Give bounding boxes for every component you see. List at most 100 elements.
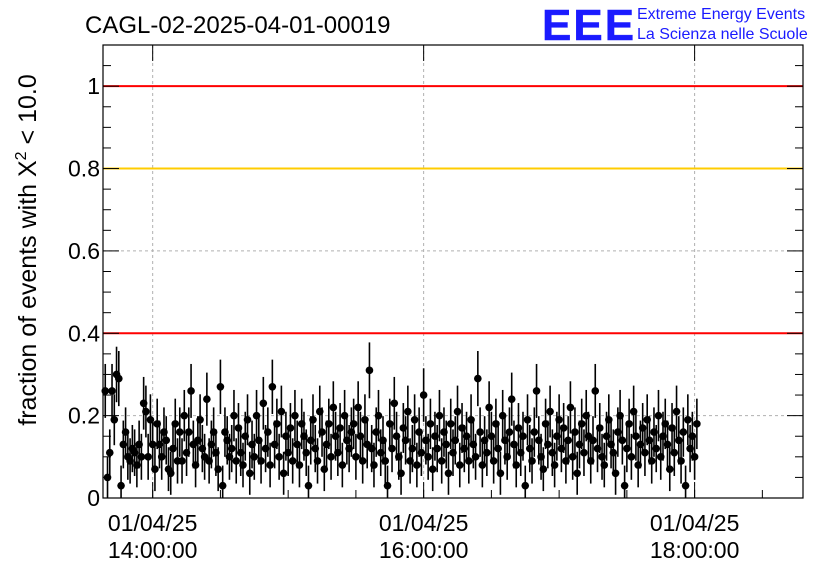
data-point — [354, 381, 362, 434]
point-marker — [654, 411, 663, 420]
data-point — [180, 389, 189, 442]
x-tick-label-time: 14:00:00 — [108, 537, 198, 563]
data-point — [352, 433, 360, 480]
data-point — [589, 416, 597, 465]
point-marker — [214, 465, 222, 473]
point-marker — [528, 457, 536, 465]
eee-logo: EEE Extreme Energy Events La Scienza nel… — [542, 1, 808, 51]
y-tick-label: 0.4 — [68, 320, 100, 346]
point-marker — [295, 461, 304, 469]
point-marker — [546, 407, 554, 416]
data-point — [338, 442, 347, 488]
point-marker — [465, 457, 473, 465]
data-point — [419, 368, 428, 422]
point-marker — [309, 415, 317, 424]
data-point — [611, 451, 620, 495]
point-marker — [151, 465, 159, 473]
point-marker — [232, 457, 241, 465]
data-point — [408, 424, 417, 473]
point-marker — [187, 387, 195, 395]
data-point — [632, 411, 640, 461]
data-point — [110, 394, 119, 446]
point-marker — [591, 387, 600, 395]
data-point — [144, 433, 152, 480]
data-point — [329, 381, 338, 434]
point-marker — [286, 424, 295, 432]
point-marker — [356, 432, 365, 441]
point-marker — [665, 465, 674, 473]
point-marker — [144, 453, 152, 461]
data-point — [279, 451, 288, 495]
point-marker — [105, 448, 114, 457]
point-marker — [273, 420, 281, 428]
data-point — [532, 363, 541, 418]
logo-line-1: Extreme Energy Events — [637, 6, 805, 23]
data-point — [684, 394, 692, 446]
point-marker — [544, 440, 552, 449]
point-marker — [483, 448, 491, 457]
point-marker — [663, 440, 672, 449]
point-marker — [446, 420, 455, 428]
data-point — [148, 420, 157, 469]
data-point — [275, 433, 283, 480]
point-marker — [620, 481, 629, 490]
data-point — [442, 420, 451, 469]
data-point — [245, 451, 254, 495]
point-marker — [489, 457, 498, 465]
point-marker — [327, 453, 335, 461]
point-marker — [505, 428, 514, 436]
point-marker — [641, 448, 649, 457]
point-marker — [227, 444, 236, 453]
point-marker — [519, 432, 527, 441]
point-marker — [424, 453, 432, 461]
data-point — [455, 442, 464, 488]
y-tick-label: 1 — [87, 73, 100, 99]
data-point — [435, 389, 444, 442]
point-marker — [672, 407, 681, 416]
point-marker — [354, 403, 362, 412]
point-marker — [647, 457, 656, 465]
x-tick-label-date: 01/04/25 — [379, 510, 469, 536]
data-point — [381, 438, 390, 484]
point-marker — [435, 411, 444, 420]
data-point — [546, 385, 554, 438]
data-point — [444, 451, 453, 495]
point-marker — [693, 420, 701, 428]
point-marker — [115, 374, 123, 383]
data-point — [476, 407, 484, 457]
point-marker — [370, 461, 378, 469]
point-marker — [279, 469, 288, 478]
point-marker — [388, 444, 396, 453]
data-point — [286, 403, 295, 453]
point-marker — [302, 448, 311, 457]
data-point — [325, 398, 333, 450]
data-point — [618, 416, 627, 465]
point-marker — [485, 403, 493, 412]
data-point — [390, 376, 399, 430]
data-point — [397, 451, 405, 495]
data-point — [259, 376, 268, 430]
point-marker — [471, 453, 480, 461]
data-point — [555, 394, 563, 446]
point-marker — [383, 481, 392, 490]
data-point — [564, 416, 572, 465]
data-point — [489, 438, 498, 484]
data-point — [117, 465, 125, 498]
point-marker — [530, 428, 539, 436]
point-marker — [175, 428, 184, 436]
point-marker — [690, 453, 699, 461]
data-point — [670, 429, 679, 477]
point-marker — [358, 457, 367, 465]
data-point — [566, 381, 575, 434]
data-point — [178, 438, 186, 484]
point-marker — [474, 374, 482, 383]
data-point — [512, 442, 521, 488]
point-marker — [564, 436, 572, 445]
data-point — [571, 407, 579, 457]
data-point — [693, 398, 701, 450]
point-marker — [595, 424, 604, 432]
data-point — [291, 389, 299, 442]
point-marker — [349, 420, 358, 428]
point-marker — [573, 469, 581, 478]
